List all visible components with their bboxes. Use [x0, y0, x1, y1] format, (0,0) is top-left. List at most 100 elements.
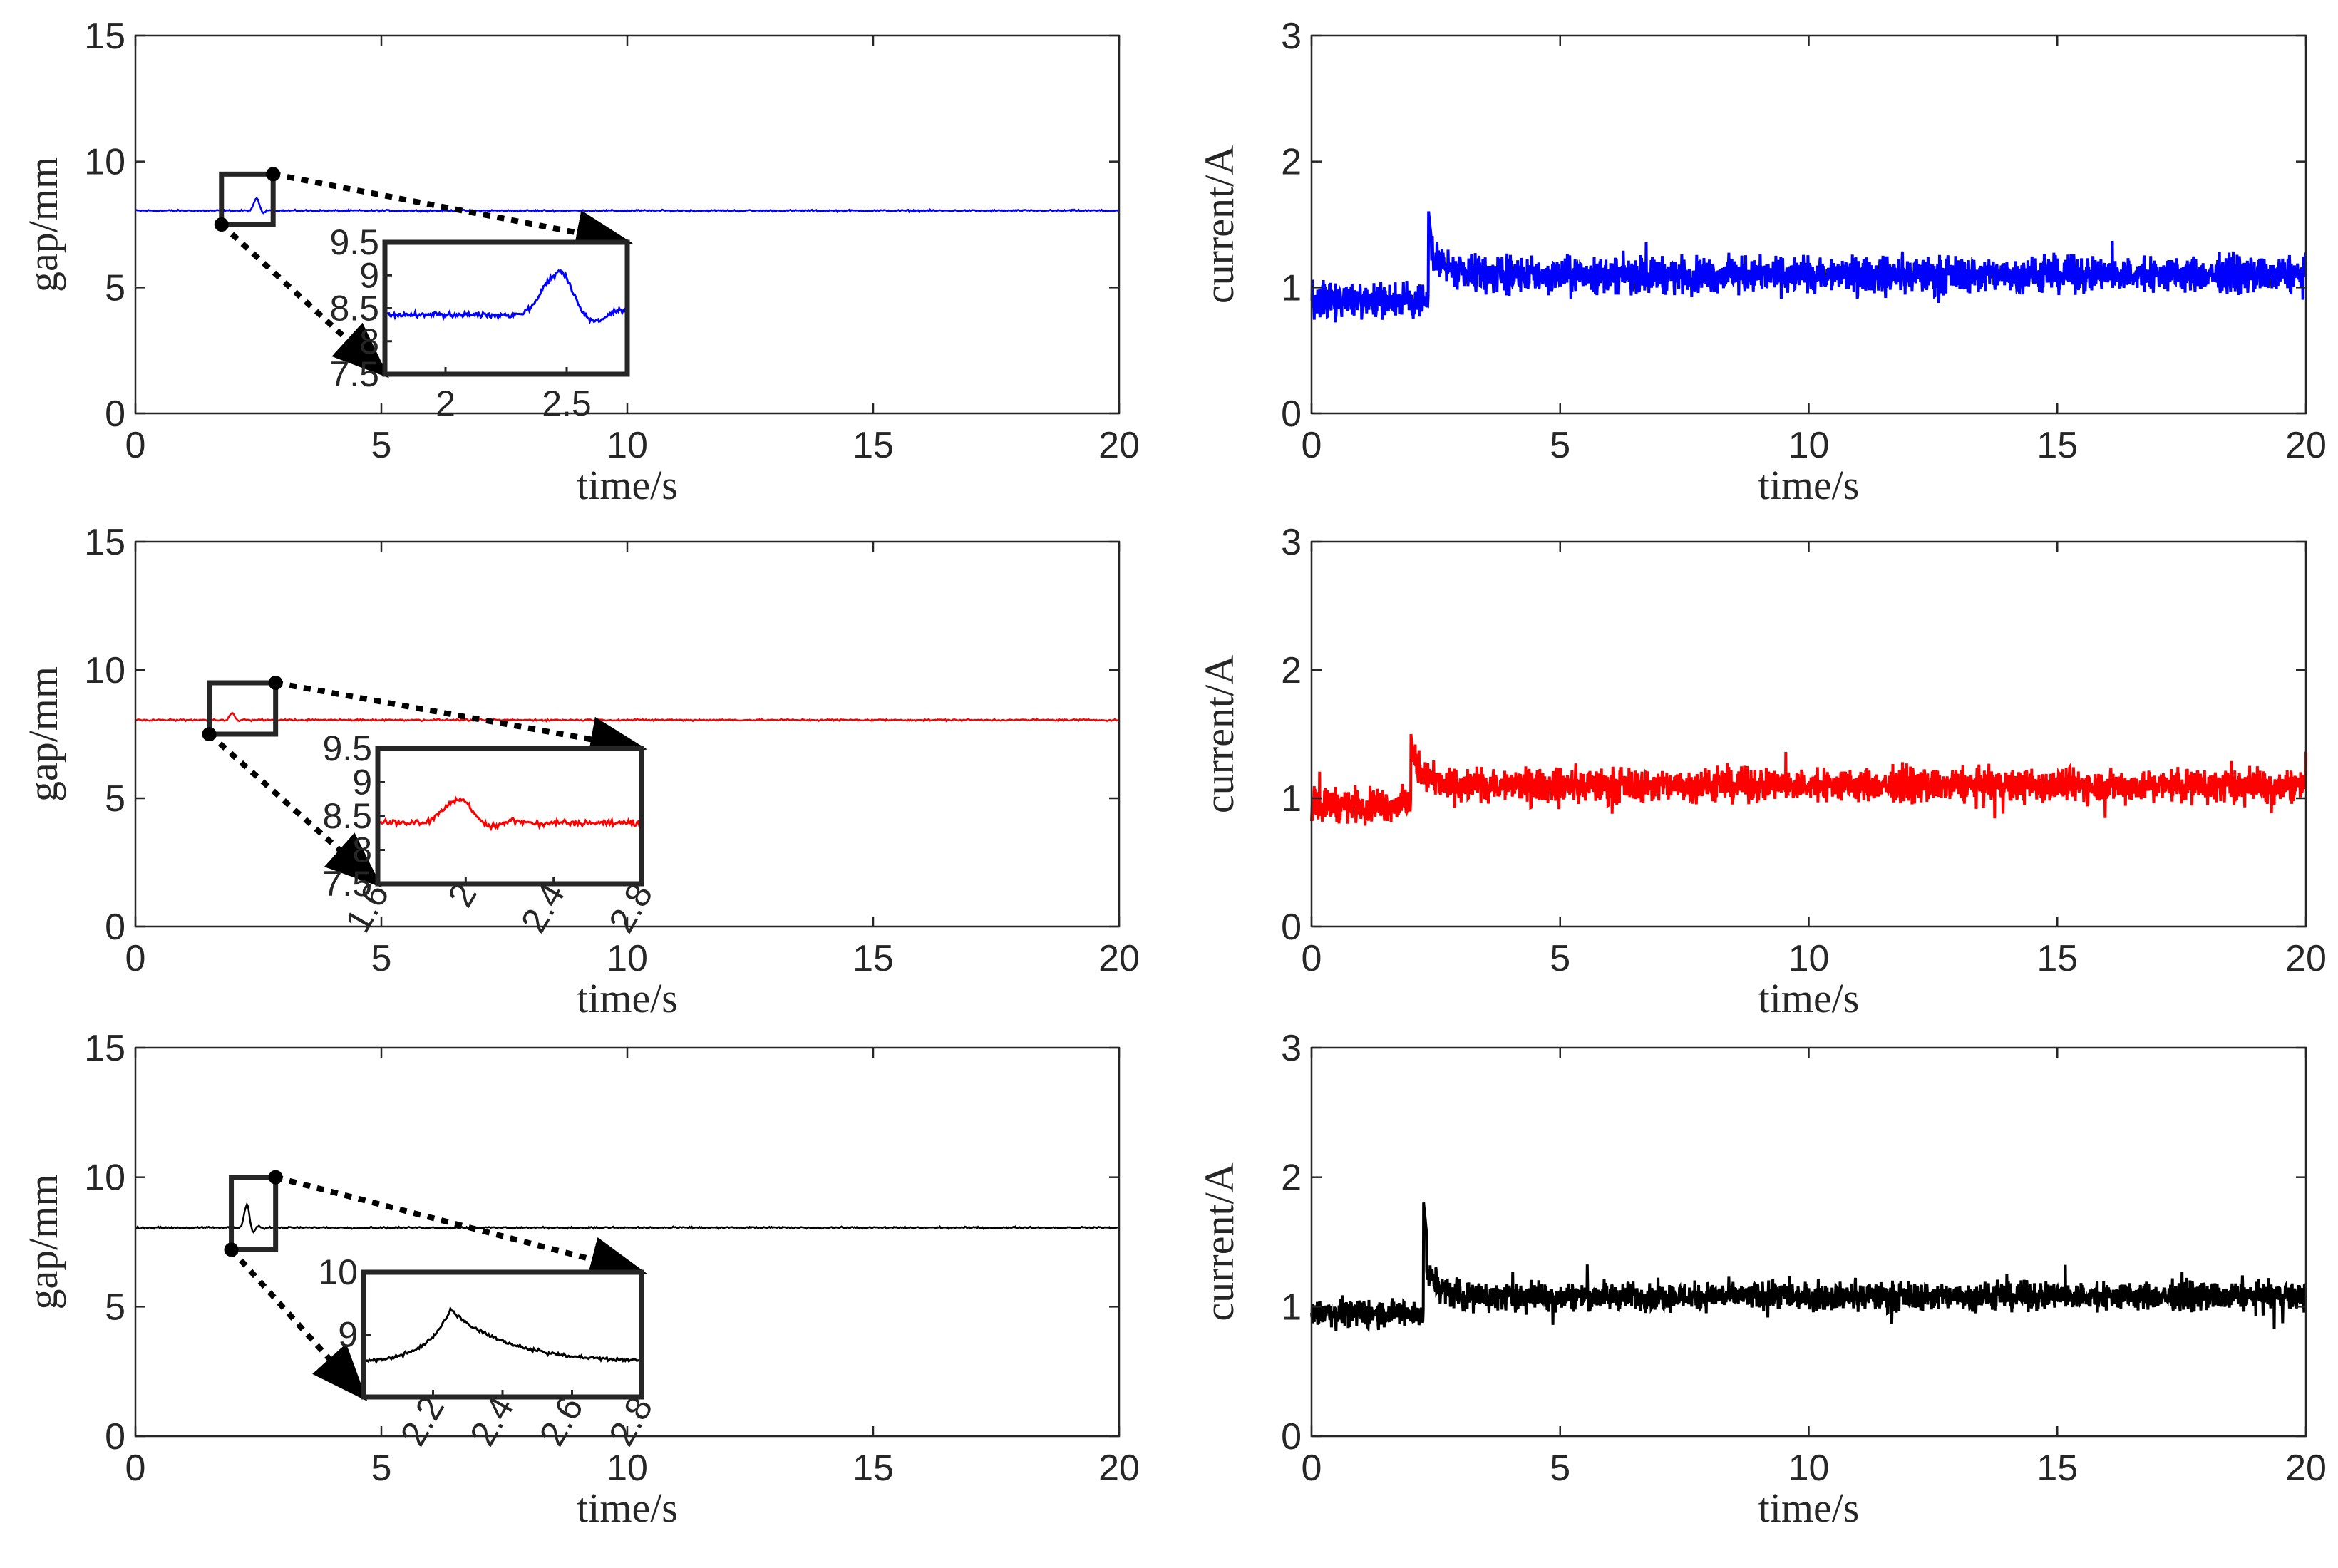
inset-y-tick-label: 9.5	[329, 222, 379, 262]
y-axis-label: gap/mm	[20, 666, 66, 802]
inset-y-tick-label: 7.5	[329, 354, 379, 394]
y-tick-label: 3	[1281, 16, 1302, 57]
y-tick-label: 2	[1281, 142, 1302, 183]
x-tick-label: 15	[2036, 425, 2078, 466]
x-tick-label: 15	[853, 1448, 894, 1489]
x-tick-label: 20	[1098, 1448, 1140, 1489]
inset-y-tick-label: 8	[359, 321, 379, 361]
inset-y-tick-label: 9	[352, 763, 372, 803]
y-axis-label: current/A	[1196, 655, 1242, 813]
axes-frame	[1310, 540, 2307, 928]
x-tick-label: 20	[2285, 1448, 2327, 1489]
y-tick-label: 0	[105, 907, 125, 948]
y-axis-label: gap/mm	[20, 1174, 66, 1309]
y-tick-label: 5	[105, 267, 125, 309]
x-tick-label: 20	[2285, 425, 2327, 466]
x-tick-label: 15	[853, 938, 894, 979]
y-tick-label: 15	[84, 16, 125, 57]
y-tick-label: 0	[1281, 907, 1302, 948]
x-tick-label: 15	[853, 425, 894, 466]
panel-p32: 0 5 10 15 20 0 1 2 3 time/s current/A	[1196, 1028, 2327, 1531]
y-tick-label: 3	[1281, 1028, 1302, 1069]
y-tick-label: 15	[84, 1028, 125, 1069]
series-line-current	[1310, 211, 2307, 323]
zoom-box	[219, 171, 276, 227]
y-tick-label: 2	[1281, 650, 1302, 691]
x-tick-label: 5	[1550, 425, 1570, 466]
y-axis-label: current/A	[1196, 1162, 1242, 1321]
x-tick-label: 10	[607, 938, 648, 979]
x-tick-label: 20	[1098, 938, 1140, 979]
axes-frame	[1310, 1046, 2307, 1438]
x-tick-label: 0	[125, 1448, 146, 1489]
inset-series-line	[363, 1306, 643, 1364]
series-line-gap	[135, 1202, 1120, 1234]
x-axis-label: time/s	[1758, 975, 1860, 1021]
y-tick-label: 1	[1281, 267, 1302, 309]
series-line-gap	[135, 197, 1120, 215]
y-tick-label: 10	[84, 142, 125, 183]
y-tick-label: 10	[84, 1157, 125, 1199]
x-axis-label: time/s	[577, 975, 678, 1021]
zoom-arrow	[207, 732, 382, 888]
x-tick-label: 5	[371, 425, 392, 466]
x-tick-label: 20	[1098, 425, 1140, 466]
y-axis-label: current/A	[1196, 145, 1242, 304]
y-tick-label: 0	[1281, 393, 1302, 435]
zoom-arrow	[274, 680, 647, 762]
y-tick-label: 5	[105, 1286, 125, 1328]
inset-x-tick-label: 2.5	[542, 383, 592, 423]
zoom-arrow	[229, 1247, 368, 1401]
y-tick-label: 5	[105, 778, 125, 820]
inset-y-tick-label: 8.5	[329, 289, 379, 329]
x-tick-label: 0	[125, 938, 146, 979]
y-tick-label: 2	[1281, 1157, 1302, 1199]
inset-y-tick-label: 8.5	[322, 796, 372, 836]
x-tick-label: 5	[1550, 938, 1570, 979]
panel-p22: 0 5 10 15 20 0 1 2 3 time/s current/A	[1196, 522, 2327, 1021]
series-line-gap	[135, 712, 1120, 723]
y-axis-label: gap/mm	[20, 157, 66, 292]
x-tick-label: 5	[371, 938, 392, 979]
inset-y-tick-label: 9	[338, 1315, 358, 1355]
zoom-arrow	[272, 171, 633, 255]
inset-series-line	[383, 269, 628, 325]
y-tick-label: 0	[1281, 1416, 1302, 1458]
x-axis-label: time/s	[577, 1485, 678, 1531]
x-tick-label: 0	[125, 425, 146, 466]
axes-frame	[1310, 34, 2307, 415]
x-tick-label: 20	[2285, 938, 2327, 979]
inset-background	[378, 748, 642, 884]
x-tick-label: 5	[371, 1448, 392, 1489]
inset-background	[385, 242, 627, 374]
x-tick-label: 10	[607, 1448, 648, 1489]
x-axis-label: time/s	[1758, 462, 1860, 508]
inset-series-line	[376, 795, 642, 832]
inset-y-tick-label: 10	[318, 1252, 358, 1292]
x-tick-label: 10	[607, 425, 648, 466]
inset-background	[364, 1272, 642, 1397]
x-tick-label: 10	[1788, 938, 1830, 979]
y-tick-label: 0	[105, 1416, 125, 1458]
x-axis-label: time/s	[1758, 1485, 1860, 1531]
panel-p12: 0 5 10 15 20 0 1 2 3 time/s current/A	[1196, 16, 2327, 508]
series-line-current	[1310, 1202, 2307, 1334]
inset-y-tick-label: 9	[359, 255, 379, 295]
x-tick-label: 10	[1788, 425, 1830, 466]
series-line-current	[1310, 733, 2307, 826]
x-tick-label: 10	[1788, 1448, 1830, 1489]
zoom-box	[229, 1175, 279, 1252]
x-tick-label: 15	[2036, 938, 2078, 979]
y-tick-label: 1	[1281, 778, 1302, 820]
inset-y-tick-label: 9.5	[322, 728, 372, 768]
x-tick-label: 5	[1550, 1448, 1570, 1489]
zoom-box	[207, 680, 279, 737]
inset-y-tick-label: 8	[352, 830, 372, 870]
x-tick-label: 0	[1302, 938, 1322, 979]
y-tick-label: 15	[84, 522, 125, 563]
inset-x-tick-label: 2	[436, 383, 455, 423]
y-tick-label: 3	[1281, 522, 1302, 563]
